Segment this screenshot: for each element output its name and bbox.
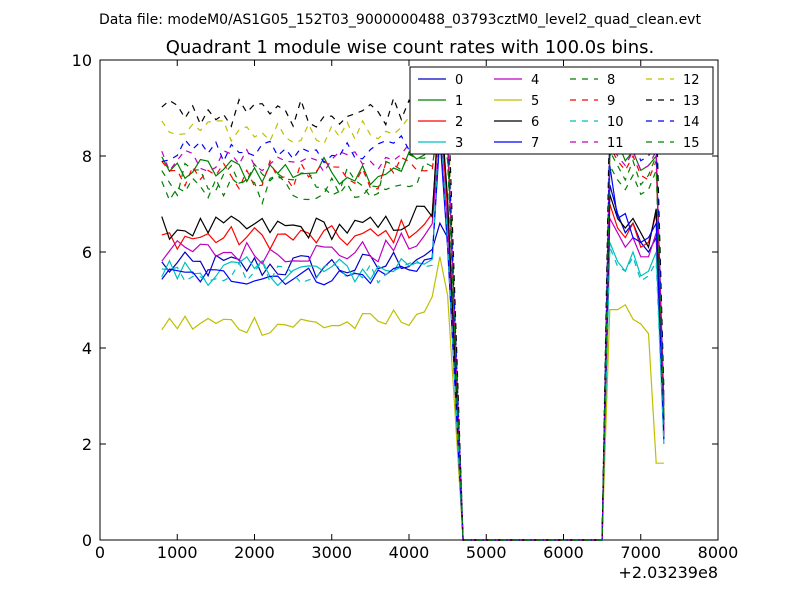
series-line-5 xyxy=(161,256,664,541)
series-line-3 xyxy=(161,117,665,541)
legend-label-6: 6 xyxy=(531,115,539,130)
legend-label-14: 14 xyxy=(683,115,700,130)
y-tick-label: 2 xyxy=(82,435,92,454)
y-tick-label: 6 xyxy=(82,243,92,262)
legend-label-11: 11 xyxy=(607,136,624,151)
legend-label-2: 2 xyxy=(455,115,463,130)
x-offset-label: +2.03239e8 xyxy=(618,563,718,582)
legend-label-12: 12 xyxy=(683,73,700,88)
legend-label-3: 3 xyxy=(455,136,463,151)
legend-label-7: 7 xyxy=(531,136,539,151)
plot-area xyxy=(99,59,719,541)
x-tick-label: 6000 xyxy=(543,543,584,562)
legend-label-4: 4 xyxy=(531,73,539,88)
x-tick-label: 4000 xyxy=(389,543,430,562)
x-tick-label: 7000 xyxy=(620,543,661,562)
x-axis: 0 1000 2000 3000 4000 5000 6000 7000 8000 xyxy=(95,60,738,562)
legend-label-5: 5 xyxy=(531,94,539,109)
x-tick-label: 8000 xyxy=(698,543,739,562)
x-tick-label: 1000 xyxy=(157,543,198,562)
legend-label-15: 15 xyxy=(683,136,700,151)
series-line-15 xyxy=(161,117,665,541)
x-tick-label: 0 xyxy=(95,543,105,562)
series-line-0 xyxy=(161,184,665,541)
y-tick-label: 8 xyxy=(82,147,92,166)
series-line-2 xyxy=(161,107,665,541)
series-line-7 xyxy=(161,136,665,541)
suptitle: Data file: modeM0/AS1G05_152T03_90000004… xyxy=(99,12,701,28)
series-line-6 xyxy=(161,93,665,541)
legend-box xyxy=(409,66,714,155)
y-tick-label: 4 xyxy=(82,339,92,358)
series-line-13 xyxy=(161,78,665,541)
chart-title: Quadrant 1 module wise count rates with … xyxy=(166,37,655,58)
legend-label-10: 10 xyxy=(607,115,624,130)
x-tick-label: 2000 xyxy=(234,543,275,562)
series-line-11 xyxy=(161,93,665,541)
legend-label-0: 0 xyxy=(455,73,463,88)
y-tick-label: 10 xyxy=(72,51,92,70)
series-line-9 xyxy=(161,103,665,541)
legend-label-13: 13 xyxy=(683,94,700,109)
legend-label-8: 8 xyxy=(607,73,615,88)
x-tick-label: 3000 xyxy=(311,543,352,562)
x-tick-label: 5000 xyxy=(466,543,507,562)
y-tick-label: 0 xyxy=(82,531,92,550)
legend-label-1: 1 xyxy=(455,94,463,109)
legend-label-9: 9 xyxy=(607,94,615,109)
series-line-4 xyxy=(161,131,665,541)
